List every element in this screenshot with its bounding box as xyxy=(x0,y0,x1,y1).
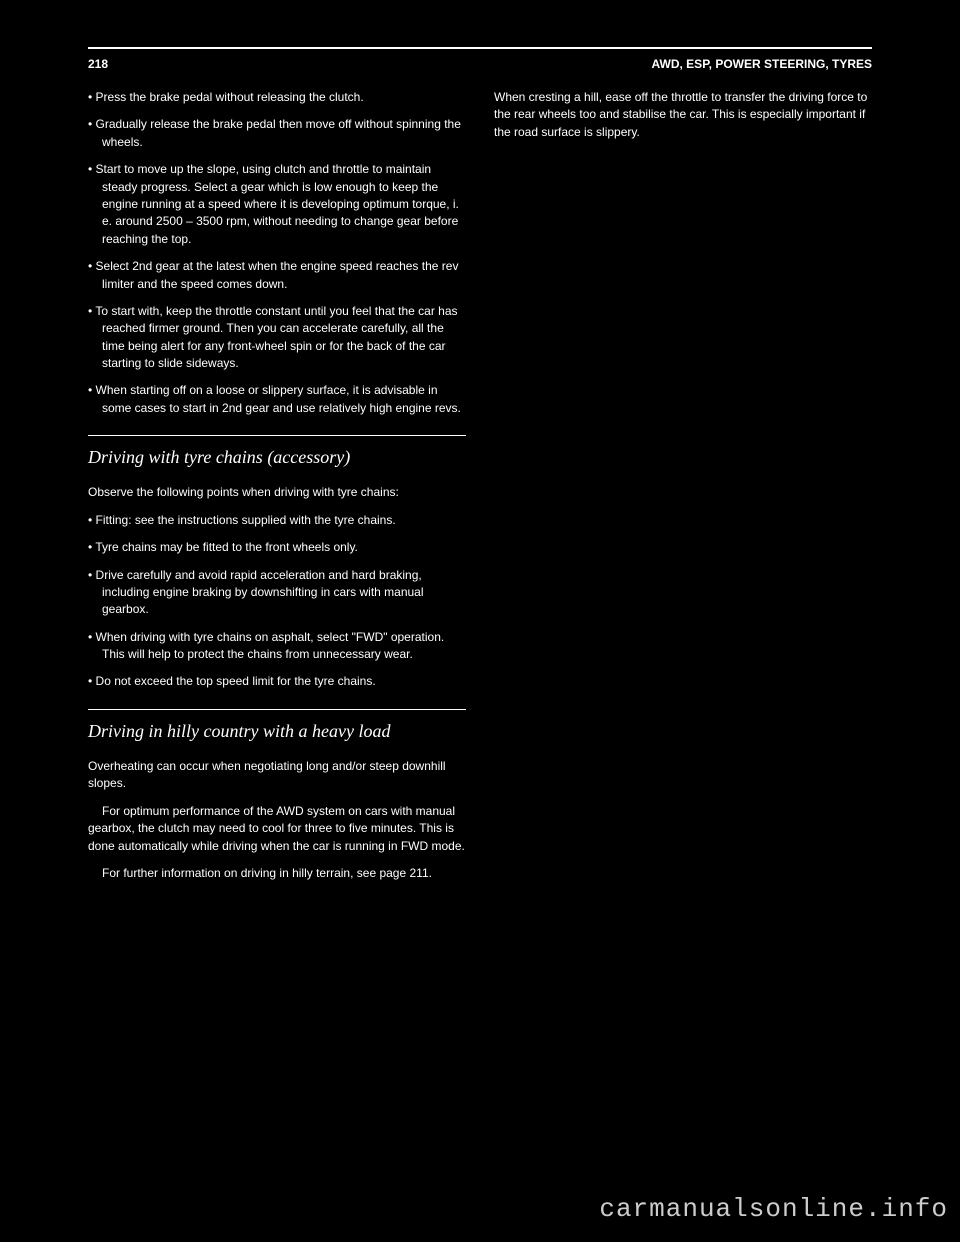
paragraph: When cresting a hill, ease off the throt… xyxy=(494,89,872,141)
body-content: • Press the brake pedal without releasin… xyxy=(88,89,872,892)
watermark: carmanualsonline.info xyxy=(599,1194,948,1224)
bullet-item: • When starting off on a loose or slippe… xyxy=(88,382,466,417)
bullet-item: • Select 2nd gear at the latest when the… xyxy=(88,258,466,293)
bullet-item: • Start to move up the slope, using clut… xyxy=(88,161,466,248)
section-heading: Driving in hilly country with a heavy lo… xyxy=(88,718,466,744)
header-row: 218 AWD, ESP, POWER STEERING, TYRES xyxy=(88,57,872,71)
paragraph: Overheating can occur when negotiating l… xyxy=(88,758,466,793)
paragraph: For optimum performance of the AWD syste… xyxy=(88,803,466,855)
paragraph: Observe the following points when drivin… xyxy=(88,484,466,501)
bullet-item: • Tyre chains may be fitted to the front… xyxy=(88,539,466,556)
bullet-item: • Fitting: see the instructions supplied… xyxy=(88,512,466,529)
bullet-item: • When driving with tyre chains on aspha… xyxy=(88,629,466,664)
bullet-item: • Drive carefully and avoid rapid accele… xyxy=(88,567,466,619)
bullet-item: • Do not exceed the top speed limit for … xyxy=(88,673,466,690)
paragraph: For further information on driving in hi… xyxy=(88,865,466,882)
bullet-item: • Gradually release the brake pedal then… xyxy=(88,116,466,151)
header-divider xyxy=(88,47,872,49)
section-title: AWD, ESP, POWER STEERING, TYRES xyxy=(652,57,872,71)
section-divider xyxy=(88,709,466,710)
page-number: 218 xyxy=(88,57,108,71)
bullet-item: • To start with, keep the throttle const… xyxy=(88,303,466,373)
bullet-item: • Press the brake pedal without releasin… xyxy=(88,89,466,106)
section-heading: Driving with tyre chains (accessory) xyxy=(88,444,466,470)
section-divider xyxy=(88,435,466,436)
